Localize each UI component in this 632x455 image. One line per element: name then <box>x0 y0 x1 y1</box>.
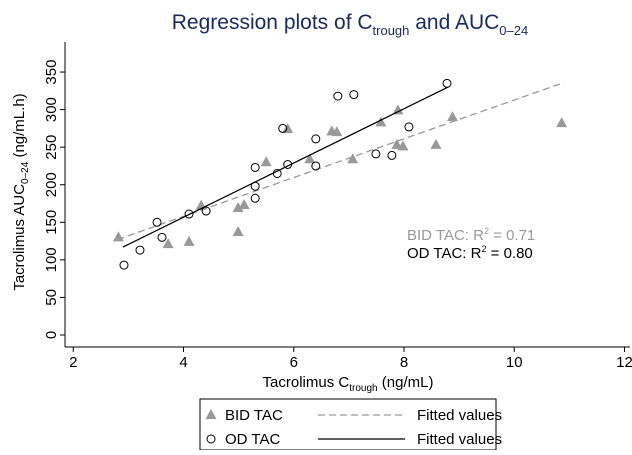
point <box>404 122 414 132</box>
x-tick-label: 12 <box>616 354 632 371</box>
point <box>331 126 343 137</box>
legend-box <box>199 398 497 451</box>
annotation-part: = 0.71 <box>489 227 535 244</box>
legend-label: Fitted values <box>417 407 502 424</box>
point <box>556 117 568 128</box>
chart-title-part: Regression plots of C <box>172 11 373 34</box>
y-tick-label: 250 <box>43 135 60 160</box>
point <box>260 156 272 167</box>
y-axis-label: Tacrolimus AUC0–24 (ng/mL.h) <box>11 93 31 290</box>
legend-label: OD TAC <box>225 431 280 448</box>
annotation: BID TAC: R2 = 0.71 <box>407 226 535 244</box>
chart-title: Regression plots of Ctrough and AUC0–24 <box>172 11 528 38</box>
point <box>311 161 321 171</box>
point <box>442 78 452 88</box>
point <box>282 123 294 134</box>
x-axis-label-part: trough <box>349 383 377 394</box>
point <box>391 138 403 149</box>
x-tick-label: 6 <box>290 354 298 371</box>
x-tick-label: 4 <box>179 354 187 371</box>
legend-label: Fitted values <box>417 431 502 448</box>
point <box>333 91 343 101</box>
annotation-part: = 0.80 <box>486 245 532 262</box>
point <box>135 245 145 255</box>
x-axis-label-part: Tacrolimus C <box>263 374 350 391</box>
y-axis-label-part: (ng/mL.h) <box>11 93 28 161</box>
y-tick-label: 200 <box>43 172 60 197</box>
y-axis-label-part: Tacrolimus AUC <box>11 184 28 291</box>
point <box>392 104 404 115</box>
y-tick-label: 100 <box>43 247 60 272</box>
point <box>250 193 260 203</box>
annotation-part: OD TAC: R <box>407 245 482 262</box>
x-tick-label: 2 <box>69 354 77 371</box>
y-axis-label-part: 0–24 <box>20 161 31 184</box>
point <box>157 232 167 242</box>
y-tick-label: 50 <box>43 289 60 306</box>
y-tick-label: 150 <box>43 210 60 235</box>
chart-title-part: trough <box>373 23 410 38</box>
y-tick-label: 0 <box>43 331 60 339</box>
legend-label: BID TAC <box>225 407 283 424</box>
point <box>430 138 442 149</box>
point <box>238 199 250 210</box>
point <box>232 202 244 213</box>
point <box>232 226 244 237</box>
x-tick-label: 8 <box>400 354 408 371</box>
annotation: OD TAC: R2 = 0.80 <box>407 244 533 262</box>
point <box>152 217 162 227</box>
point <box>250 162 260 172</box>
fit-line <box>122 86 449 248</box>
fit-line <box>117 81 565 241</box>
annotation-part: BID TAC: R <box>407 227 484 244</box>
legend-marker <box>205 409 217 419</box>
x-axis-label-part: (ng/mL) <box>378 374 434 391</box>
point <box>162 238 174 249</box>
point <box>347 153 359 164</box>
point <box>311 134 321 144</box>
point <box>184 209 194 219</box>
point <box>387 150 397 160</box>
point <box>304 153 316 164</box>
y-tick-label: 300 <box>43 97 60 122</box>
chart-title-part: and AUC <box>409 11 499 34</box>
point <box>349 90 359 100</box>
point <box>119 260 129 270</box>
point <box>183 235 195 246</box>
x-axis-label: Tacrolimus Ctrough (ng/mL) <box>263 374 434 394</box>
point <box>278 123 288 133</box>
chart-title-part: 0–24 <box>499 23 528 38</box>
y-tick-label: 350 <box>43 60 60 85</box>
point <box>375 116 387 127</box>
annotation-part: 2 <box>484 226 489 236</box>
point <box>371 149 381 159</box>
point <box>201 206 211 216</box>
point <box>397 140 409 151</box>
legend-marker <box>206 434 216 444</box>
point <box>447 111 459 122</box>
x-tick-label: 10 <box>506 354 523 371</box>
annotation-part: 2 <box>481 244 486 254</box>
